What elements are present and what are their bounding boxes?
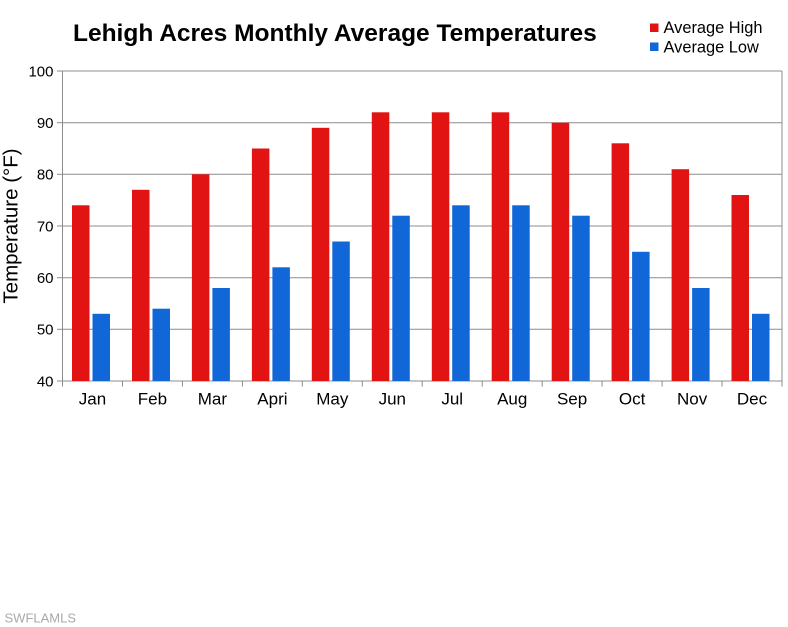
svg-text:May: May (316, 390, 349, 409)
svg-text:Sep: Sep (557, 390, 587, 409)
svg-text:Feb: Feb (138, 390, 167, 409)
svg-text:Jun: Jun (379, 390, 406, 409)
svg-text:SWFLAMLS: SWFLAMLS (5, 611, 77, 626)
svg-text:40: 40 (37, 373, 54, 390)
svg-text:70: 70 (37, 218, 54, 235)
svg-text:100: 100 (28, 63, 53, 80)
svg-text:Apri: Apri (257, 390, 287, 409)
svg-text:Oct: Oct (619, 390, 646, 409)
svg-text:80: 80 (37, 167, 54, 184)
svg-text:Nov: Nov (677, 390, 708, 409)
svg-text:Jul: Jul (441, 390, 463, 409)
svg-text:Aug: Aug (497, 390, 527, 409)
svg-text:50: 50 (37, 322, 54, 339)
svg-text:Jan: Jan (79, 390, 106, 409)
svg-text:Dec: Dec (737, 390, 768, 409)
svg-text:Average Low: Average Low (664, 39, 760, 57)
svg-text:Lehigh Acres Monthly Average T: Lehigh Acres Monthly Average Temperature… (73, 20, 597, 47)
svg-text:Mar: Mar (198, 390, 228, 409)
svg-text:Average High: Average High (664, 19, 763, 37)
svg-text:Temperature (°F): Temperature (°F) (0, 148, 23, 303)
svg-text:60: 60 (37, 270, 54, 287)
svg-text:90: 90 (37, 115, 54, 132)
